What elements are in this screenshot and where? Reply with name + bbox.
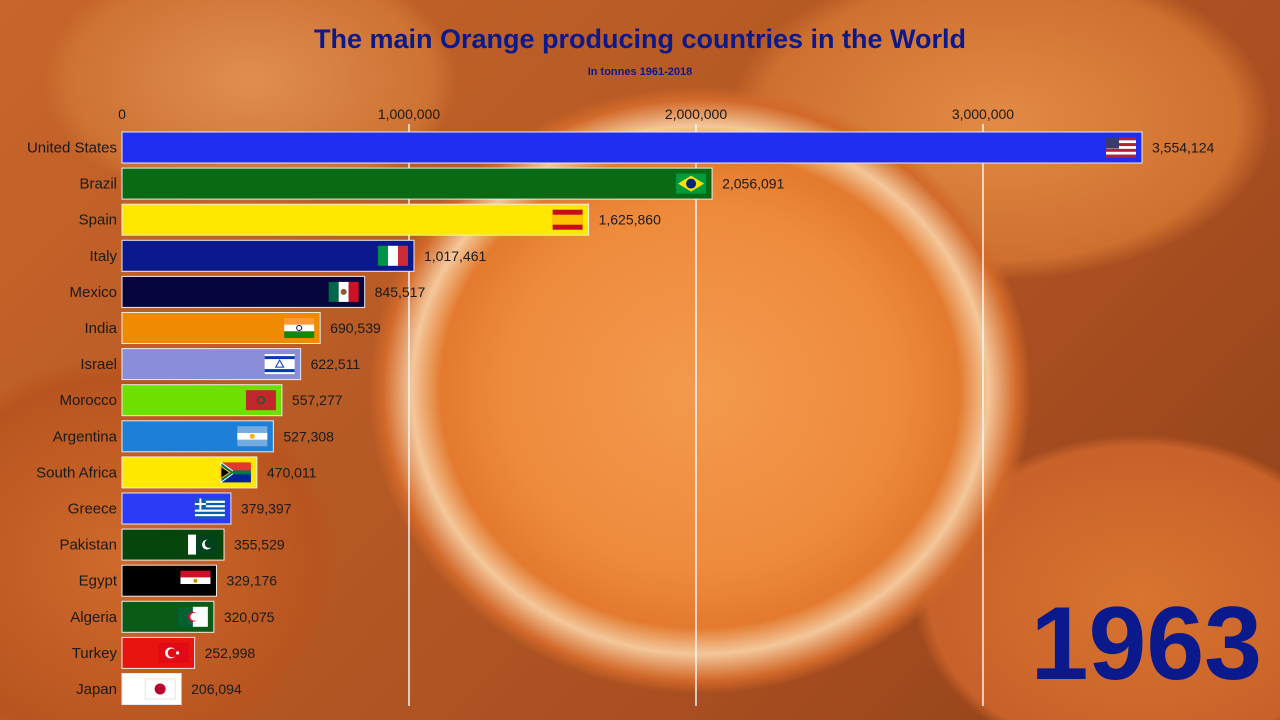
bar-row: Argentina 527,308 (53, 420, 334, 453)
category-label: Mexico (69, 284, 117, 301)
value-label: 252,998 (205, 645, 256, 661)
morocco-flag-icon (245, 390, 276, 411)
japan-flag-icon (144, 678, 176, 700)
value-label: 379,397 (241, 501, 292, 517)
category-label: Pakistan (59, 537, 117, 554)
value-label: 527,308 (283, 428, 334, 444)
bar-row: South Africa 470,011 (36, 456, 317, 489)
category-label: Italy (89, 248, 117, 265)
bar (121, 203, 590, 236)
bar (121, 275, 366, 308)
value-label: 329,176 (226, 573, 277, 589)
value-label: 320,075 (224, 609, 275, 625)
x-tick-label: 2,000,000 (665, 106, 727, 122)
bar-row: Mexico 845,517 (69, 275, 426, 308)
category-label: South Africa (36, 464, 118, 481)
category-label: Greece (68, 501, 117, 518)
chart-title: The main Orange producing countries in t… (313, 24, 967, 54)
x-tick-label: 1,000,000 (378, 106, 440, 122)
category-label: Algeria (70, 609, 117, 626)
category-label: United States (27, 140, 117, 157)
turkey-flag-icon (158, 642, 189, 663)
bar-row: United States 3,554,124 (27, 131, 1214, 164)
brazil-flag-icon (676, 173, 707, 194)
bar-row: India 690,539 (84, 312, 381, 344)
bar-row: Morocco 557,277 (59, 384, 343, 417)
value-label: 1,625,860 (599, 212, 661, 228)
algeria-flag-icon (177, 606, 208, 627)
value-label: 1,017,461 (424, 248, 486, 264)
value-label: 3,554,124 (1152, 140, 1214, 156)
chart-subtitle: In tonnes 1961-2018 (587, 66, 693, 78)
category-label: Israel (80, 356, 117, 373)
category-label: India (84, 320, 117, 337)
argentina-flag-icon (237, 426, 268, 447)
bar (121, 167, 713, 200)
value-label: 470,011 (267, 464, 317, 480)
value-label: 622,511 (311, 356, 361, 372)
value-label: 690,539 (330, 320, 381, 336)
pakistan-flag-icon (188, 534, 219, 555)
bar-row: Brazil 2,056,091 (79, 167, 785, 200)
category-label: Spain (79, 212, 117, 229)
us-flag-icon (1106, 137, 1136, 158)
greece-flag-icon (194, 498, 225, 519)
category-label: Turkey (72, 645, 118, 662)
category-label: Argentina (53, 428, 118, 445)
bar-row: Japan 206,094 (76, 673, 242, 705)
bar-row: Greece 379,397 (68, 492, 292, 525)
value-label: 206,094 (191, 681, 242, 697)
x-tick-label: 3,000,000 (952, 106, 1014, 122)
bar (121, 239, 415, 272)
value-label: 2,056,091 (722, 176, 784, 192)
value-label: 355,529 (234, 537, 285, 553)
value-label: 557,277 (292, 392, 343, 408)
bar-row: Pakistan 355,529 (59, 528, 285, 561)
spain-flag-icon (552, 209, 583, 230)
x-tick-label: 0 (118, 106, 126, 122)
bar-row: Italy 1,017,461 (89, 239, 486, 272)
mexico-flag-icon (328, 281, 359, 302)
south-africa-flag-icon (220, 461, 251, 484)
egypt-flag-icon (180, 570, 211, 591)
bar-row: Algeria 320,075 (70, 600, 275, 633)
india-flag-icon (284, 318, 315, 338)
bar-row: Israel 622,511 (80, 348, 361, 381)
bar-row: Spain 1,625,860 (79, 203, 661, 236)
bar-row: Turkey 252,998 (72, 636, 256, 669)
bar (121, 131, 1143, 164)
bar (121, 636, 196, 669)
category-label: Morocco (59, 392, 117, 409)
category-label: Brazil (79, 176, 117, 193)
bar-row: Egypt 329,176 (79, 564, 277, 597)
italy-flag-icon (378, 245, 409, 266)
year-label: 1963 (1030, 586, 1262, 702)
value-label: 845,517 (375, 284, 426, 300)
israel-flag-icon (264, 354, 295, 375)
category-label: Japan (76, 681, 117, 698)
category-label: Egypt (79, 573, 118, 590)
